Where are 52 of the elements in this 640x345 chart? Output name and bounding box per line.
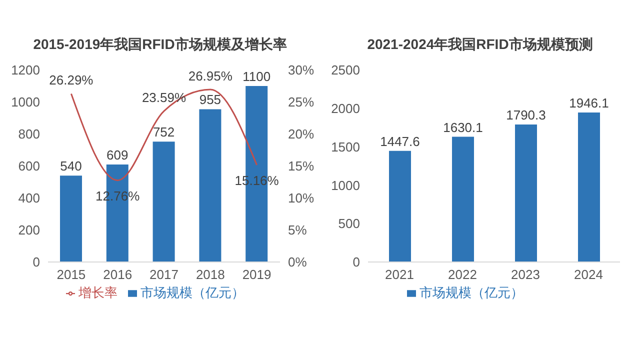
data-label: 1946.1 <box>569 96 609 111</box>
y-tick-label: 0 <box>32 254 40 270</box>
y-tick-label: 1200 <box>11 62 40 78</box>
y-tick-label: 200 <box>18 222 40 238</box>
y2-tick-label: 30% <box>288 62 314 78</box>
y-tick-label: 400 <box>18 190 40 206</box>
bar <box>578 112 600 262</box>
x-tick-label: 2016 <box>103 267 132 282</box>
bar <box>389 150 411 262</box>
y2-tick-label: 5% <box>288 222 308 238</box>
x-tick-label: 2021 <box>385 267 414 282</box>
y2-tick-label: 10% <box>288 190 314 206</box>
y-tick-label: 2500 <box>331 62 360 78</box>
x-tick-label: 2022 <box>448 267 477 282</box>
bar <box>199 109 222 262</box>
x-tick-label: 2019 <box>242 267 272 282</box>
data-label: 1790.3 <box>506 108 546 123</box>
x-tick-label: 2023 <box>511 267 540 282</box>
data-label: 1630.1 <box>443 120 483 135</box>
data-label: 540 <box>60 158 82 174</box>
y-tick-label: 2000 <box>331 101 360 116</box>
data-label: 1100 <box>242 69 271 84</box>
bar <box>452 136 474 262</box>
bar <box>60 176 82 262</box>
data-label: 26.95% <box>188 68 233 84</box>
y-tick-label: 0 <box>352 254 360 270</box>
x-tick-label: 2015 <box>56 267 86 282</box>
legend-label: 市场规模（亿元） <box>420 285 524 300</box>
y-tick-label: 1000 <box>331 178 360 193</box>
x-tick-label: 2024 <box>574 267 603 282</box>
data-label: 609 <box>106 148 128 163</box>
data-label: 1447.6 <box>380 134 420 149</box>
x-tick-label: 2017 <box>150 267 178 282</box>
y2-tick-label: 15% <box>288 158 314 174</box>
y-tick-label: 800 <box>18 126 40 142</box>
x-tick-label: 2018 <box>196 267 225 282</box>
y2-tick-label: 0% <box>288 254 308 270</box>
y-tick-label: 500 <box>338 216 360 232</box>
legend-label: 市场规模（亿元） <box>140 285 244 300</box>
y-tick-label: 600 <box>18 158 40 174</box>
chart-title: 2015-2019年我国RFID市场规模及增长率 <box>32 36 288 54</box>
bar <box>152 142 175 262</box>
y2-tick-label: 25% <box>288 94 314 110</box>
y-tick-label: 1000 <box>11 94 40 110</box>
chart-title: 2021-2024年我国RFID市场规模预测 <box>366 36 594 54</box>
bar <box>515 124 537 262</box>
y2-tick-label: 20% <box>288 126 314 142</box>
data-label: 26.29% <box>49 72 94 88</box>
data-label: 955 <box>199 92 222 108</box>
legend-label: 增长率 <box>78 285 118 300</box>
data-label: 752 <box>152 124 175 140</box>
y-tick-label: 1500 <box>331 139 360 154</box>
